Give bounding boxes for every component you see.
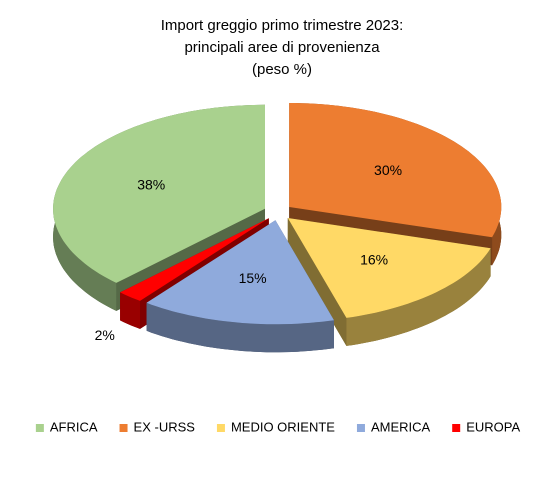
legend-label: MEDIO ORIENTE xyxy=(231,419,335,434)
slice-side xyxy=(346,248,491,346)
legend-label: EUROPA xyxy=(466,419,520,434)
slice xyxy=(120,218,269,301)
legend-swatch xyxy=(216,424,225,432)
slice xyxy=(289,103,502,238)
legend-label: AMERICA xyxy=(371,419,431,434)
slice-wall xyxy=(120,218,269,321)
slice-side xyxy=(120,292,140,329)
slice-wall xyxy=(287,218,347,346)
slice xyxy=(146,220,334,325)
chart-title: Import greggio primo trimestre 2023: xyxy=(161,17,404,34)
slice xyxy=(146,220,334,353)
slice-side xyxy=(146,302,334,353)
data-label: 15% xyxy=(239,270,267,286)
legend-swatch xyxy=(119,424,128,432)
legend-swatch xyxy=(35,424,44,432)
legend-swatch xyxy=(356,424,365,432)
legend-label: AFRICA xyxy=(50,419,98,434)
legend-swatch xyxy=(452,424,461,432)
data-label: 16% xyxy=(360,252,388,268)
slice xyxy=(53,104,265,283)
data-label: 2% xyxy=(95,327,115,343)
legend-label: EX -URSS xyxy=(134,419,196,434)
data-label: 30% xyxy=(374,162,402,178)
chart-title: principali aree di provenienza xyxy=(184,39,380,56)
slice xyxy=(287,218,491,346)
slice xyxy=(287,218,491,318)
data-label: 38% xyxy=(137,177,165,193)
chart-subtitle: (peso %) xyxy=(252,61,312,78)
